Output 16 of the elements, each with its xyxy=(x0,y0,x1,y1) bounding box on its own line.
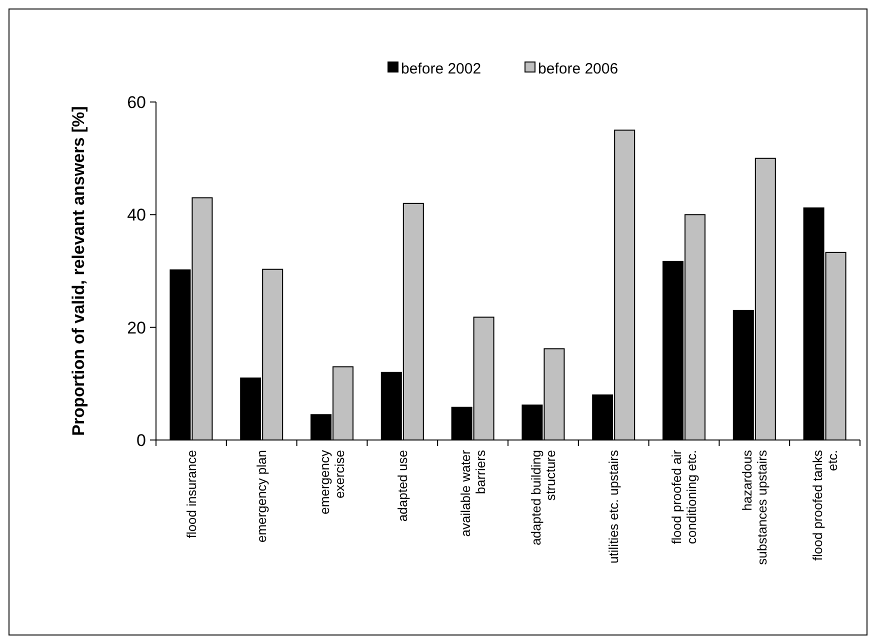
legend-label: before 2002 xyxy=(401,60,482,78)
y-tick-label: 40 xyxy=(127,206,146,225)
x-tick-label: flood proofed air conditioning etc. xyxy=(669,449,700,544)
x-tick-label: adapted building structure xyxy=(528,450,558,546)
x-tick-label: utilities etc. upstairs xyxy=(606,450,622,564)
y-axis-title: Proportion of valid, relevant answers [%] xyxy=(69,106,88,436)
legend-label: before 2006 xyxy=(538,60,618,78)
x-tick-label: adapted use xyxy=(394,450,410,522)
x-tick-label: available water barriers xyxy=(458,449,488,537)
y-tick-label: 60 xyxy=(127,92,146,112)
y-tick-label: 20 xyxy=(127,318,146,338)
y-tick-label: 0 xyxy=(136,430,146,450)
x-tick-label: flood insurance xyxy=(184,450,199,538)
x-tick-label: flood proofed tanks etc. xyxy=(810,450,840,561)
x-tick-label: emergency plan xyxy=(254,450,270,542)
x-tick-label: emergency exercise xyxy=(317,450,348,514)
